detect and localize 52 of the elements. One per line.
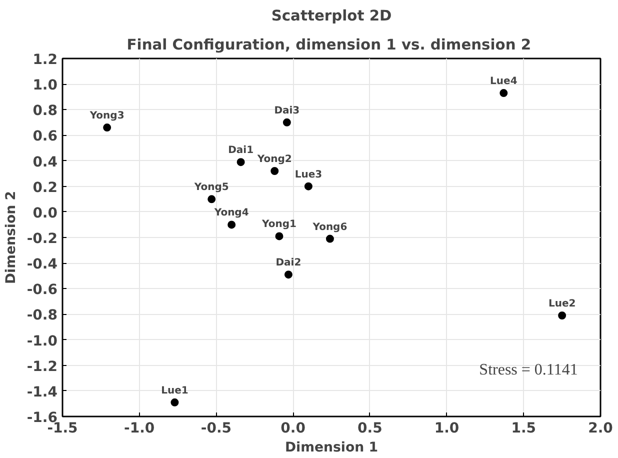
x-axis-title: Dimension 1 [284,440,378,456]
point [500,89,508,98]
x-tick-label: 1.5 [511,420,536,436]
annotation: Yong1 [261,219,296,230]
annotation: Yong6 [312,222,348,233]
y-tick-label: -1.0 [26,333,58,350]
y-tick-label: 0.4 [32,154,58,170]
chart-title: Scatterplot 2D [271,8,392,24]
x-tick-label: 0.0 [280,420,306,436]
annotation: Dai1 [228,145,254,156]
point [326,234,334,243]
point [558,312,566,320]
x-tick-label: -0.5 [200,420,232,436]
point [236,158,245,166]
annotation: Lue1 [161,385,188,396]
point [103,124,112,132]
point [275,232,284,240]
y-tick-label: 1.0 [32,78,58,94]
y-tick-label: 0.8 [32,103,58,120]
y-tick-label: -1.4 [26,384,58,400]
annotation: Lue3 [294,169,322,180]
annotation: Yong4 [213,208,249,219]
point [208,195,216,204]
y-tick-label: 0.0 [32,205,58,222]
point [284,270,292,279]
y-tick-label: 0.2 [32,180,58,196]
y-tick-label: -0.4 [26,256,58,273]
y-tick-label: 0.6 [32,128,58,145]
annotation: Dai2 [276,258,302,269]
y-tick-label: 1.2 [32,52,58,68]
point [270,167,279,176]
x-tick-label: 0.5 [358,420,382,436]
x-tick-label: 1.0 [434,420,460,436]
y-tick-label: -0.6 [26,282,58,298]
annotation: Lue4 [490,76,518,88]
chart-subtitle: Final Configuration, dimension 1 vs. dimension 2 [126,36,532,54]
y-tick-label: -0.2 [26,231,58,247]
point [170,398,179,406]
annotation: Dai3 [274,105,300,116]
y-axis-title: Dimension 2 [4,190,19,284]
annotation: Yong2 [256,154,292,166]
point [228,220,236,229]
annotation: Yong3 [88,110,124,122]
point [282,118,291,126]
y-tick-label: -0.8 [26,308,58,324]
x-tick-label: -1.0 [124,420,155,436]
y-tick-label: -1.2 [26,358,58,375]
annotation: Stress = 0.1141 [479,362,578,378]
annotation: Yong5 [193,182,229,194]
annotation: Lue2 [548,298,576,310]
point [304,182,312,190]
x-tick-label: 2.0 [588,420,614,436]
